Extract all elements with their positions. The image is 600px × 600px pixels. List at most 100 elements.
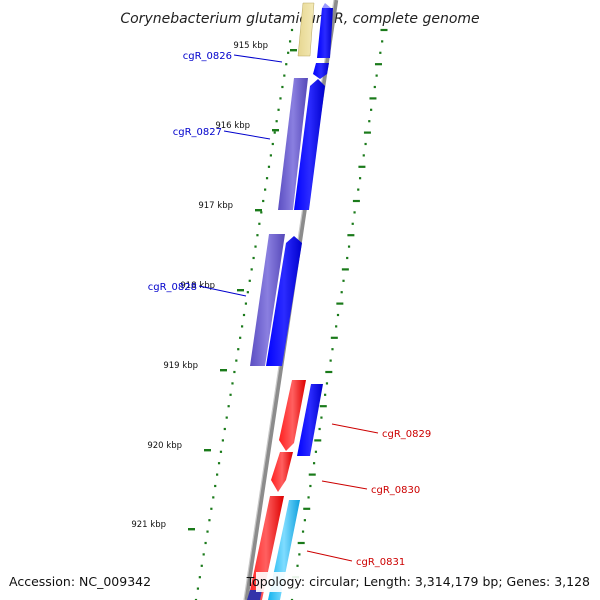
track-dot <box>216 473 219 476</box>
gene-label-cgR_0827[interactable]: cgR_0827 <box>173 127 222 138</box>
track-dot <box>273 131 276 134</box>
gene-label-leader <box>233 54 283 63</box>
track-dot <box>239 336 242 339</box>
gene-label-leader <box>306 550 353 562</box>
track-dot <box>303 519 306 522</box>
gene-label-cgR_0831[interactable]: cgR_0831 <box>356 557 405 568</box>
gene-label-cgR_0828[interactable]: cgR_0828 <box>148 282 197 293</box>
track-dot <box>221 439 224 442</box>
track-dot <box>296 564 299 567</box>
track-dot <box>373 85 376 89</box>
gene-cgR_0828[interactable] <box>266 236 302 366</box>
track-dot <box>208 519 211 522</box>
track-dot <box>233 370 236 374</box>
track-dot <box>342 279 345 282</box>
track-dash <box>358 165 366 168</box>
kbp-label: 918 kbp <box>180 281 215 291</box>
track-dash <box>341 268 349 271</box>
track-dot <box>277 108 280 111</box>
track-dot <box>301 530 305 533</box>
gene-label-leader <box>198 285 247 297</box>
track-dot <box>242 313 246 317</box>
left-dotted-track <box>194 28 294 600</box>
track-dot <box>340 291 343 294</box>
track-dot <box>285 63 288 66</box>
misc-feature-top <box>297 2 315 57</box>
track-dash <box>325 370 333 374</box>
gene-cgR_0829[interactable] <box>279 380 306 451</box>
track-dot <box>357 188 360 191</box>
track-dot <box>325 382 329 385</box>
track-dot <box>358 177 362 180</box>
track-dash <box>297 541 305 545</box>
kbp-tick-mark <box>220 369 227 372</box>
gene-cgR_0830[interactable] <box>271 452 293 492</box>
track-dot <box>252 256 255 260</box>
track-dot <box>336 313 340 317</box>
gene-cgR_0826[interactable] <box>313 63 329 79</box>
track-dot <box>196 587 200 590</box>
track-dot <box>260 211 263 214</box>
track-dot <box>231 382 234 385</box>
track-dot <box>267 165 271 168</box>
gene-cgR_0829-partner[interactable] <box>297 384 323 456</box>
track-dash <box>319 405 327 408</box>
cds-top-forward[interactable] <box>317 8 333 58</box>
track-dot <box>298 553 301 556</box>
track-dash <box>380 28 388 32</box>
track-dot <box>275 120 278 123</box>
topology-text-background <box>256 572 594 592</box>
track-dot <box>246 291 249 294</box>
track-dot <box>206 530 209 533</box>
track-dot <box>307 496 310 499</box>
gene-cgR_0827[interactable] <box>294 79 325 210</box>
track-dot <box>324 393 327 396</box>
track-dot <box>202 553 205 556</box>
kbp-tick-mark <box>272 129 279 132</box>
track-dot <box>244 302 248 305</box>
track-dot <box>368 120 371 123</box>
track-dot <box>264 188 267 191</box>
gene-label-cgR_0830[interactable]: cgR_0830 <box>371 485 420 496</box>
track-dot <box>353 211 356 214</box>
track-dot <box>381 40 384 43</box>
track-dot <box>329 359 332 362</box>
track-dot <box>335 325 338 328</box>
track-dot <box>351 222 354 225</box>
track-dot <box>227 405 230 408</box>
gene-label-cgR_0826[interactable]: cgR_0826 <box>183 51 232 62</box>
track-dash <box>314 439 322 442</box>
track-dot <box>258 222 261 225</box>
track-dot <box>240 325 244 328</box>
kbp-label: 921 kbp <box>131 520 166 530</box>
track-dot <box>225 416 228 419</box>
track-dot <box>283 74 286 77</box>
kbp-label: 915 kbp <box>233 41 268 51</box>
track-dot <box>290 28 294 32</box>
track-dash <box>347 234 355 237</box>
track-dot <box>237 348 240 351</box>
cds-top-forward-tip <box>322 3 331 8</box>
track-dot <box>214 484 217 488</box>
gene-cgR_0828-feature <box>250 234 285 366</box>
track-dot <box>194 598 198 600</box>
track-dot <box>331 348 334 351</box>
track-dot <box>250 268 253 271</box>
accession-text: Accession: NC_009342 <box>9 574 151 589</box>
track-dot <box>370 108 373 111</box>
track-dot <box>212 496 215 499</box>
kbp-tick-mark <box>290 49 297 52</box>
track-dash <box>363 131 371 134</box>
track-dash <box>374 63 382 66</box>
track-dot <box>269 154 272 157</box>
track-dash <box>336 302 344 305</box>
gene-cgR_0827-feature <box>278 78 308 210</box>
track-dot <box>235 359 238 362</box>
track-dot <box>375 74 378 77</box>
track-dot <box>223 427 226 431</box>
track-dot <box>320 416 323 419</box>
gene-label-cgR_0829[interactable]: cgR_0829 <box>382 429 431 440</box>
track-dash <box>330 336 338 339</box>
track-dot <box>290 598 294 600</box>
kbp-label: 916 kbp <box>215 121 250 131</box>
